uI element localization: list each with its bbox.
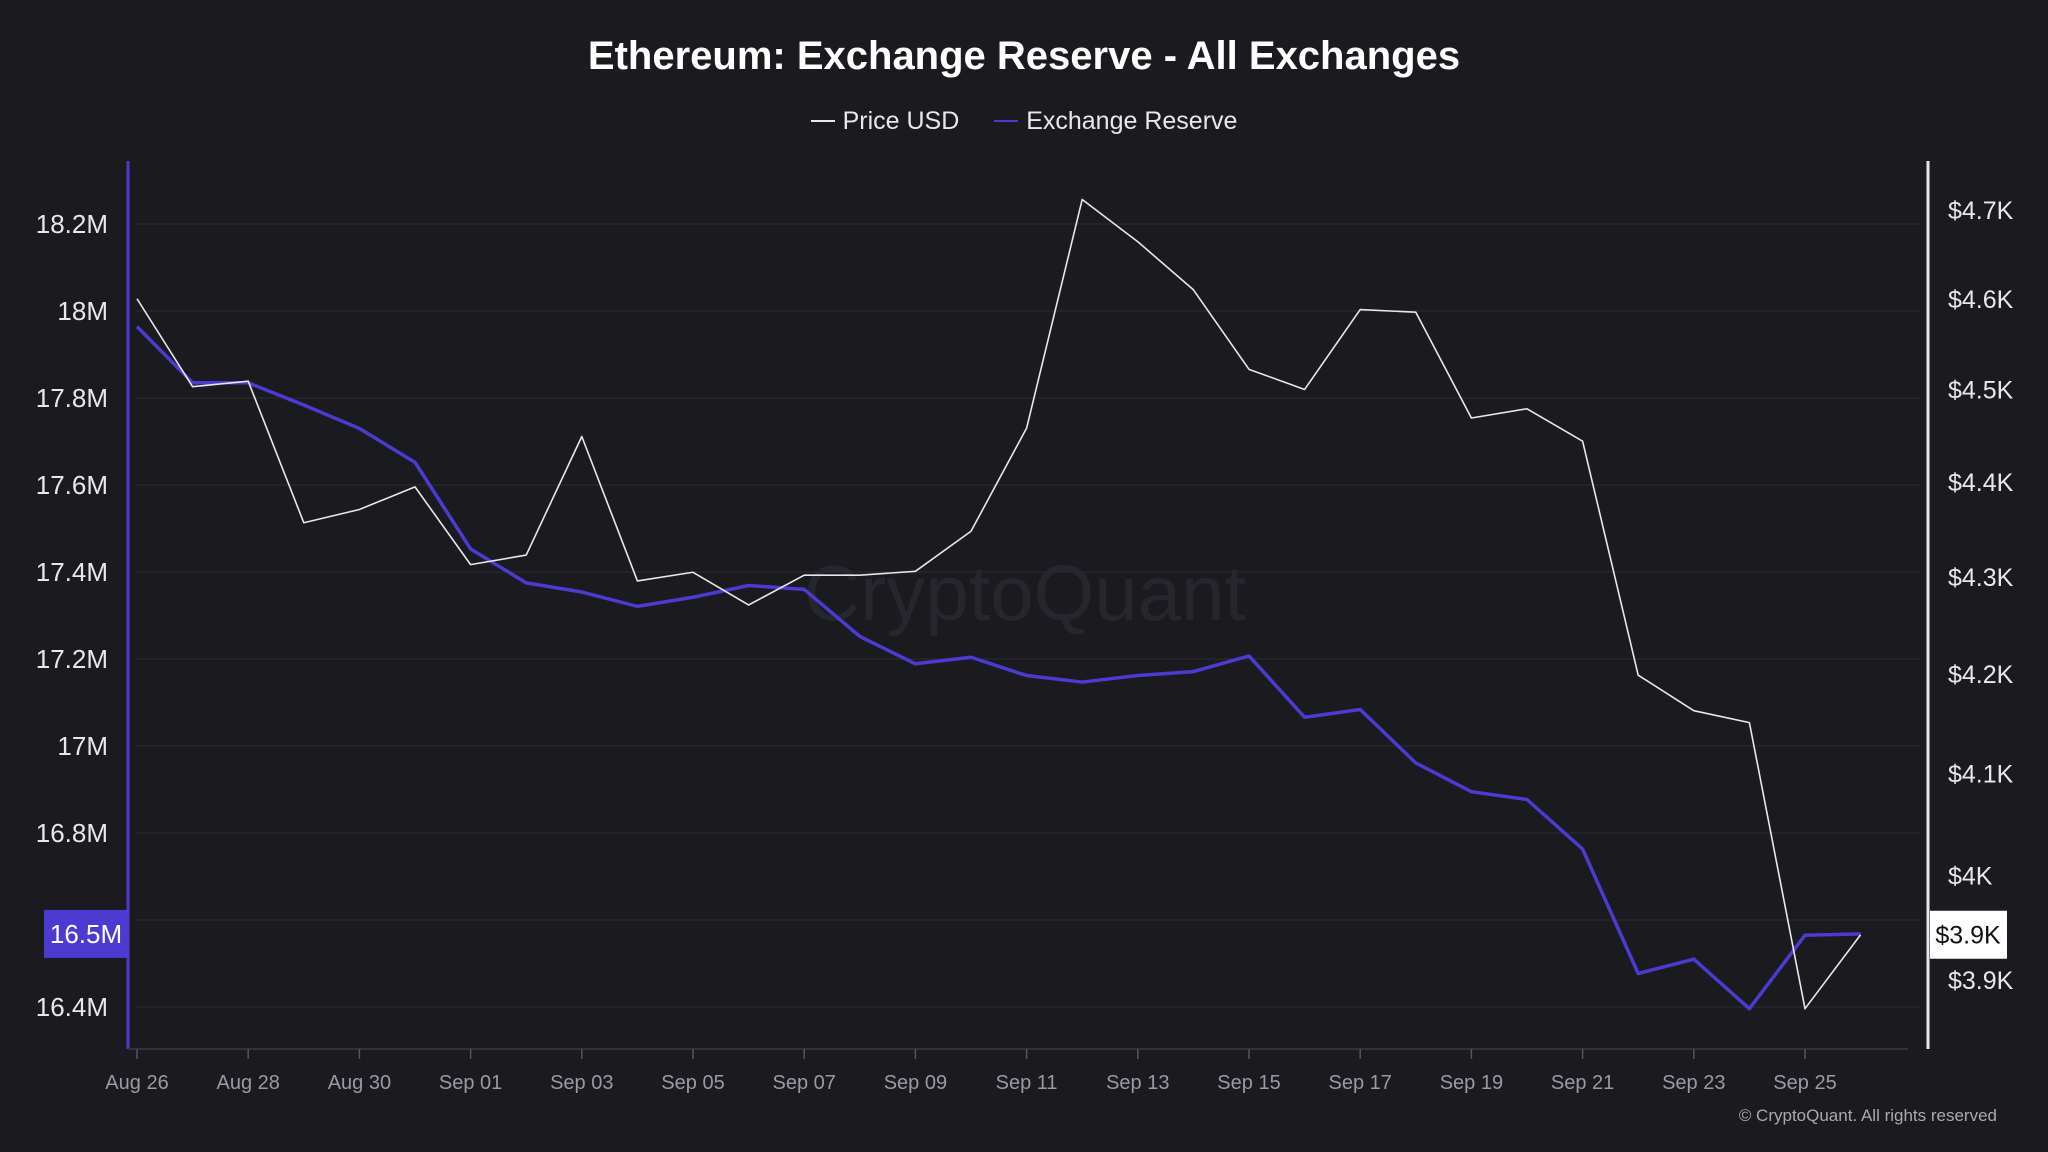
x-tick-label: Aug 30	[328, 1072, 391, 1094]
right-tick-label: $4.1K	[1948, 761, 2014, 789]
right-tick-label: $3.9K	[1948, 967, 2014, 995]
left-tick-label: 17.4M	[36, 557, 108, 587]
legend-item-price[interactable]: Price USD	[810, 106, 960, 136]
x-tick-label: Sep 11	[996, 1072, 1058, 1094]
right-tick-label: $4.3K	[1948, 564, 2014, 592]
x-tick-label: Sep 05	[661, 1072, 724, 1094]
watermark: CryptoQuant	[804, 549, 1247, 637]
price-current-marker	[1930, 910, 2007, 959]
left-tick-label: 17.2M	[36, 644, 108, 674]
right-tick-label: $4.6K	[1948, 286, 2014, 314]
legend: Price USD Exchange Reserve	[0, 100, 2048, 136]
price-current-label: $3.9K	[1935, 922, 2001, 950]
x-tick-label: Aug 28	[217, 1072, 280, 1094]
x-tick-label: Sep 25	[1773, 1072, 1836, 1094]
x-tick-label: Aug 26	[105, 1072, 168, 1094]
x-tick-label: Sep 15	[1217, 1072, 1280, 1094]
reserve-current-label: 16.5M	[50, 919, 122, 949]
right-tick-label: $4.5K	[1948, 376, 2014, 404]
copyright: © CryptoQuant. All rights reserved	[1738, 1106, 1997, 1125]
left-tick-label: 17M	[57, 731, 108, 761]
left-tick-label: 18M	[57, 296, 108, 326]
reserve-current-marker	[44, 909, 128, 958]
x-tick-label: Sep 07	[773, 1072, 836, 1094]
series-line-price-usd	[136, 198, 1862, 1010]
legend-swatch-price	[810, 120, 835, 122]
right-tick-label: $4.4K	[1948, 469, 2014, 497]
right-tick-label: $4.2K	[1948, 661, 2014, 689]
x-tick-label: Sep 17	[1329, 1072, 1392, 1094]
x-tick-label: Sep 01	[439, 1072, 502, 1094]
x-tick-label: Sep 13	[1106, 1072, 1169, 1094]
left-tick-label: 17.6M	[36, 470, 108, 500]
x-tick-label: Sep 03	[550, 1072, 613, 1094]
legend-item-reserve[interactable]: Exchange Reserve	[994, 107, 1237, 136]
right-tick-label: $4.7K	[1948, 197, 2014, 225]
x-tick-label: Sep 09	[884, 1072, 947, 1094]
left-tick-label: 16.4M	[36, 992, 108, 1022]
x-tick-label: Sep 21	[1551, 1072, 1614, 1094]
legend-label-price: Price USD	[842, 106, 960, 135]
series-line-exchange-reserve	[135, 325, 1861, 1011]
chart-title: Ethereum: Exchange Reserve - All Exchang…	[587, 34, 1461, 78]
legend-label-reserve: Exchange Reserve	[1026, 106, 1238, 135]
legend-swatch-reserve	[994, 120, 1019, 122]
left-tick-label: 17.8M	[36, 383, 108, 413]
right-tick-label: $4K	[1948, 863, 1993, 891]
x-tick-label: Sep 19	[1440, 1072, 1503, 1094]
left-tick-label: 18.2M	[36, 209, 108, 239]
x-tick-label: Sep 23	[1662, 1072, 1725, 1094]
left-tick-label: 16.8M	[36, 818, 108, 848]
